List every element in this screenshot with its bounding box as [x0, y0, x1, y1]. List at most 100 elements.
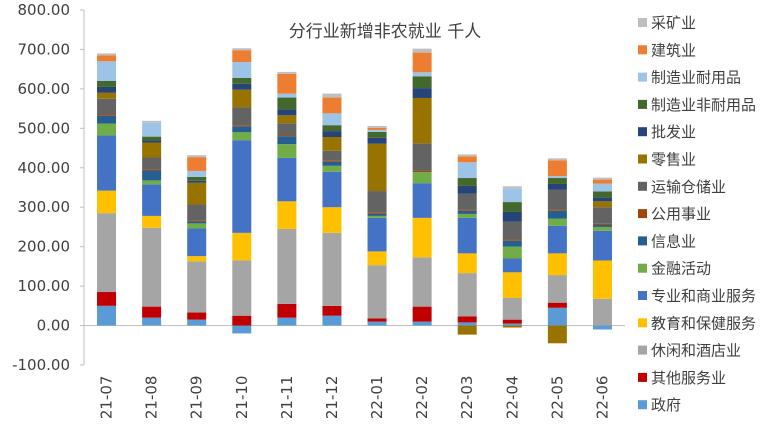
bar-segment — [502, 297, 522, 320]
bar-segment — [547, 302, 567, 308]
bar-segment — [322, 171, 342, 208]
bar-segment — [367, 212, 387, 214]
bar-segment — [547, 325, 567, 344]
bar-segment — [547, 178, 567, 184]
bar-segment — [277, 144, 297, 158]
bar-segment — [232, 89, 252, 108]
bar-segment — [232, 125, 252, 127]
bar-segment — [457, 156, 477, 163]
bar-segment — [592, 260, 612, 299]
bar-segment — [457, 193, 477, 210]
legend-label: 休闲和酒店业 — [651, 342, 741, 360]
bar-segment — [412, 321, 432, 326]
bar-segment — [232, 50, 252, 63]
legend-label: 零售业 — [651, 151, 696, 169]
bar-segment — [457, 154, 477, 157]
bar-segment — [277, 303, 297, 318]
bar-segment — [592, 197, 612, 202]
y-tick-label: -100.00 — [12, 356, 70, 374]
bar-segment — [142, 120, 162, 123]
bar-segment — [502, 188, 522, 203]
bar-segment — [547, 189, 567, 210]
bar-segment — [502, 319, 522, 324]
bar-segment — [97, 190, 117, 214]
bar-segment — [502, 221, 522, 240]
legend-swatch — [638, 318, 647, 328]
bar-segment — [502, 246, 522, 259]
y-tick-label: 400.00 — [18, 159, 71, 177]
bar-segment — [277, 317, 297, 326]
bar-segment — [97, 292, 117, 306]
bar-segment — [142, 136, 162, 141]
bar-segment — [457, 325, 477, 335]
bar-segment — [142, 180, 162, 185]
y-tick-label: 700.00 — [18, 40, 71, 58]
bar-segment — [232, 83, 252, 90]
bar-segment — [547, 183, 567, 190]
bar-segment — [322, 125, 342, 132]
legend-label: 批发业 — [651, 123, 696, 141]
bar-segment — [277, 123, 297, 136]
y-tick-label: 500.00 — [18, 119, 71, 137]
legend-label: 采矿业 — [651, 14, 696, 32]
bar-segment — [457, 178, 477, 186]
bar-segment — [457, 209, 477, 211]
y-tick-label: 300.00 — [18, 198, 71, 216]
legend-swatch — [638, 18, 647, 27]
legend-label: 运输仓储业 — [651, 178, 726, 196]
legend-swatch — [638, 72, 647, 82]
bar-segment — [592, 207, 612, 224]
bar-segment — [412, 306, 432, 322]
bar-segment — [322, 165, 342, 172]
bar-segment — [322, 137, 342, 151]
bar-segment — [232, 126, 252, 133]
bar-segment — [277, 157, 297, 202]
bar-segment — [592, 183, 612, 192]
legend-swatch — [638, 291, 647, 300]
legend-label: 信息业 — [651, 232, 696, 250]
bar-segment — [367, 137, 387, 144]
bar-segment — [592, 191, 612, 198]
legend-label: 制造业非耐用品 — [651, 96, 756, 114]
bar-segment — [142, 142, 162, 158]
bar-segment — [277, 97, 297, 110]
bar-segment — [142, 215, 162, 228]
legend-label: 其他服务业 — [651, 369, 726, 387]
legend-label: 专业和商业服务 — [651, 287, 756, 305]
bar-segment — [187, 256, 207, 262]
bar-segment — [187, 204, 207, 221]
y-tick-label: 0.00 — [37, 317, 70, 335]
bar-segment — [97, 53, 117, 56]
bar-segment — [592, 325, 612, 330]
bar-segment — [457, 217, 477, 254]
bar-segment — [187, 223, 207, 229]
bar-segment — [142, 170, 162, 181]
bar-segment — [187, 180, 207, 183]
bar-segment — [502, 258, 522, 273]
y-tick-label: 200.00 — [18, 238, 71, 256]
bar-segment — [232, 48, 252, 51]
bar-segment — [277, 228, 297, 304]
bar-segment — [367, 131, 387, 138]
legend-swatch — [638, 345, 647, 355]
legend-swatch — [638, 45, 647, 55]
x-tick-label: 21-08 — [143, 376, 161, 420]
bar-segment — [187, 319, 207, 326]
bar-segment — [547, 275, 567, 303]
bar-segment — [547, 307, 567, 326]
bar-segment — [322, 160, 342, 162]
bar-segment — [367, 143, 387, 192]
y-tick-label: 100.00 — [18, 277, 71, 295]
legend-label: 金融活动 — [651, 260, 711, 278]
bar-segment — [232, 132, 252, 141]
x-tick-label: 22-04 — [503, 376, 521, 420]
bar-segment — [547, 158, 567, 161]
legend-label: 教育和保健服务 — [651, 314, 756, 332]
bar-segment — [412, 257, 432, 307]
bar-segment — [322, 97, 342, 114]
bar-segment — [232, 140, 252, 233]
bar-segment — [187, 221, 207, 224]
bar-segment — [412, 172, 432, 184]
chart-title: 分行业新增非农就业 千人 — [289, 22, 481, 42]
x-tick-label: 21-07 — [98, 376, 116, 420]
